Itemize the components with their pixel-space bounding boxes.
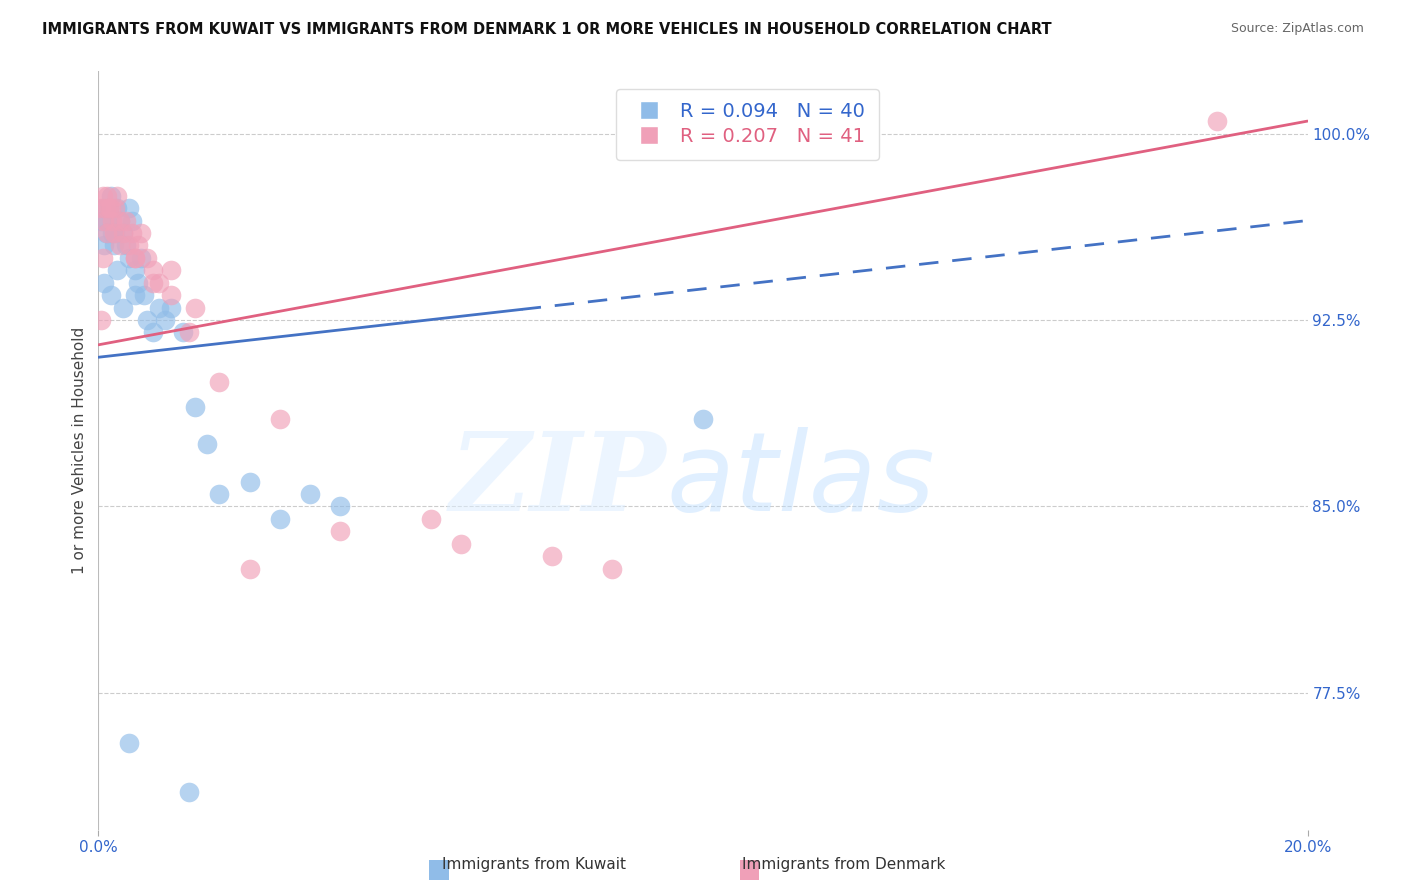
Text: Source: ZipAtlas.com: Source: ZipAtlas.com [1230,22,1364,36]
Point [132,288,155,302]
Point [100,201,122,215]
Point [103,238,125,252]
Point [124,288,146,302]
Point [111,226,134,240]
Point [114,238,136,252]
Point [602,561,624,575]
Point [104,226,127,240]
Y-axis label: 1 or more Vehicles in Household: 1 or more Vehicles in Household [72,326,87,574]
Point [100,213,122,227]
Point [160,301,183,315]
Point [692,412,714,426]
Point [160,288,183,302]
Point [127,276,149,290]
Point [98,201,121,215]
Point [208,375,231,389]
Point [195,437,218,451]
Point [96,213,118,227]
Point [450,537,472,551]
Point [108,213,131,227]
Point [93,213,115,227]
Text: ZIP: ZIP [450,427,666,534]
Point [135,313,157,327]
Point [153,313,176,327]
Point [124,251,146,265]
Point [90,313,112,327]
Point [208,487,231,501]
Point [98,201,121,215]
Point [118,201,141,215]
Point [100,288,122,302]
Point [91,188,114,202]
Point [105,201,128,215]
Point [239,475,262,489]
Point [108,238,131,252]
Point [111,301,134,315]
Point [91,251,114,265]
Point [91,201,114,215]
Point [172,326,194,340]
Point [121,213,143,227]
Point [124,263,146,277]
Point [118,238,141,252]
Point [142,326,165,340]
Point [129,251,152,265]
Point [329,500,352,514]
Text: atlas: atlas [666,427,935,534]
Point [239,561,262,575]
Point [142,276,165,290]
Point [179,785,201,799]
Text: Immigrants from Denmark: Immigrants from Denmark [742,857,945,872]
Point [93,276,115,290]
Point [104,201,127,215]
Point [129,226,152,240]
Point [94,226,117,240]
Point [111,226,134,240]
Point [299,487,322,501]
Point [179,326,201,340]
Point [93,238,115,252]
Legend: R = 0.094   N = 40, R = 0.207   N = 41: R = 0.094 N = 40, R = 0.207 N = 41 [616,88,879,160]
Point [90,213,112,227]
Point [108,213,131,227]
Point [96,188,118,202]
Point [114,213,136,227]
Point [100,188,122,202]
Point [135,251,157,265]
Point [540,549,562,563]
Point [329,524,352,539]
Point [96,226,118,240]
Point [100,226,122,240]
Point [269,512,291,526]
Point [184,400,207,414]
Point [160,263,183,277]
Point [1206,114,1229,128]
Text: IMMIGRANTS FROM KUWAIT VS IMMIGRANTS FROM DENMARK 1 OR MORE VEHICLES IN HOUSEHOL: IMMIGRANTS FROM KUWAIT VS IMMIGRANTS FRO… [42,22,1052,37]
Point [184,301,207,315]
Point [105,263,128,277]
Point [121,226,143,240]
Point [269,412,291,426]
Point [127,238,149,252]
Point [420,512,443,526]
Point [90,201,112,215]
Point [148,276,170,290]
Point [142,263,165,277]
Point [118,735,141,749]
Point [94,201,117,215]
Point [103,226,125,240]
Text: Immigrants from Kuwait: Immigrants from Kuwait [443,857,626,872]
Point [148,301,170,315]
Point [118,251,141,265]
Point [105,188,128,202]
Point [124,251,146,265]
